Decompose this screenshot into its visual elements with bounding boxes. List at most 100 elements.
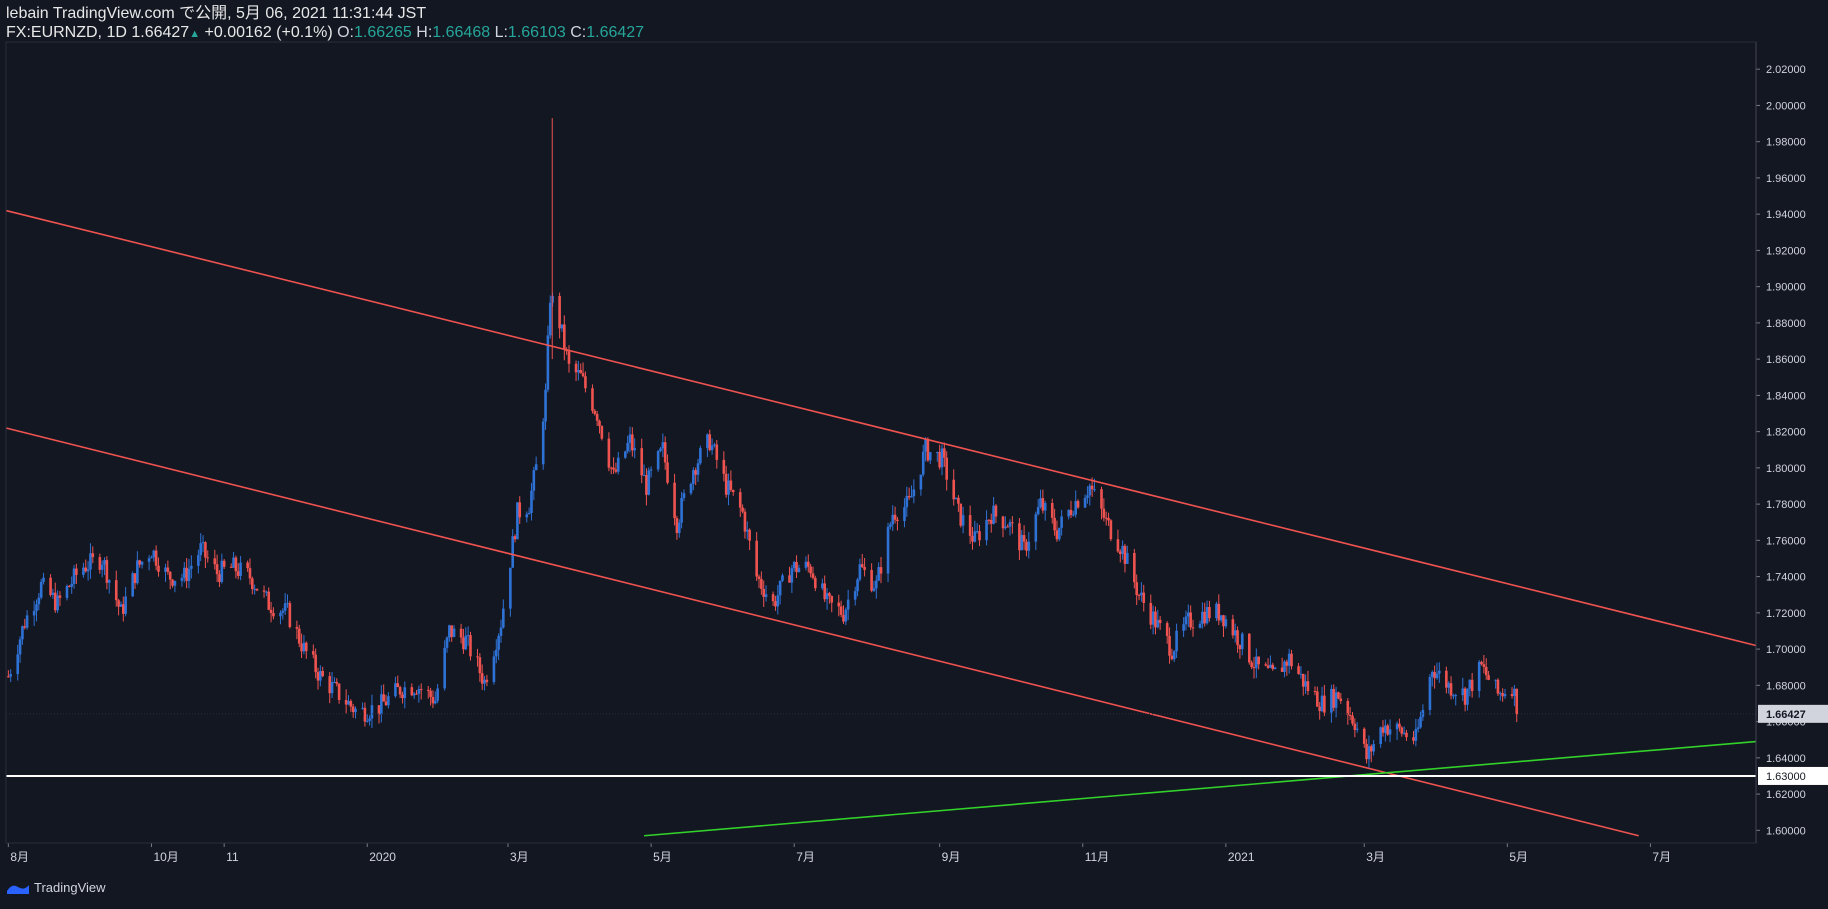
y-tick-label: 1.88000 xyxy=(1766,318,1806,330)
candle-body xyxy=(525,514,529,518)
candle-body xyxy=(936,451,939,453)
candle-body xyxy=(124,596,127,614)
candle-body xyxy=(957,497,960,504)
candle-body xyxy=(577,370,580,373)
candle-body xyxy=(1053,517,1056,531)
lower-channel-line[interactable] xyxy=(5,427,1639,837)
candle-body xyxy=(1133,552,1136,583)
candle-body xyxy=(713,444,716,446)
candle-body xyxy=(516,502,519,540)
candle-body xyxy=(1102,508,1106,518)
candle-body xyxy=(251,578,254,590)
candle-body xyxy=(1076,501,1080,508)
candle-body xyxy=(1494,679,1497,681)
time-axis[interactable]: 8月 10月 11 2020 3月 5月 7月 9月 11月 2021 3月 5月 7月 xyxy=(7,843,1671,864)
tradingview-branding[interactable]: TradingView xyxy=(6,880,106,895)
candle-body xyxy=(1233,630,1237,636)
candle-body xyxy=(727,480,730,495)
candle-body xyxy=(1137,594,1141,596)
candle-body xyxy=(121,604,125,614)
candle-body xyxy=(1400,727,1404,734)
candle-body xyxy=(499,627,503,636)
candle-body xyxy=(1175,630,1178,652)
candle-body xyxy=(16,654,20,675)
candle-body xyxy=(943,448,946,458)
candle-body xyxy=(265,591,268,593)
candle-body xyxy=(809,566,812,574)
candle-body xyxy=(150,557,153,559)
candle-body xyxy=(478,657,482,674)
candle-body xyxy=(185,567,188,581)
candle-body xyxy=(469,635,472,657)
candle-body xyxy=(1372,744,1375,752)
candle-body xyxy=(1055,530,1059,540)
candle-body xyxy=(476,656,479,658)
candle-body xyxy=(748,529,751,541)
candle-body xyxy=(729,480,733,490)
candle-body xyxy=(1477,661,1481,692)
candle-body xyxy=(1402,732,1406,734)
candle-body xyxy=(745,529,749,532)
symbol-label[interactable]: FX:EURNZD, 1D xyxy=(6,24,127,41)
candle-body xyxy=(825,593,829,600)
candle-body xyxy=(1198,623,1202,628)
candle-body xyxy=(171,579,174,586)
candle-body xyxy=(344,699,348,705)
candle-body xyxy=(1463,688,1467,705)
candle-body xyxy=(928,452,932,461)
candle-body xyxy=(98,557,102,570)
candle-body xyxy=(1165,623,1169,637)
y-tick-label: 1.76000 xyxy=(1766,535,1806,547)
candle-body xyxy=(377,705,381,715)
candle-body xyxy=(1022,535,1026,542)
candle-body xyxy=(281,610,285,613)
candle-body xyxy=(1247,633,1251,663)
y-tick-label: 1.64000 xyxy=(1766,753,1806,765)
candle-body xyxy=(677,522,681,534)
candle-body xyxy=(1187,612,1190,617)
candle-body xyxy=(952,479,956,500)
candle-body xyxy=(844,609,848,622)
candle-body xyxy=(1203,611,1207,624)
candle-body xyxy=(912,489,916,497)
horizontal-level-tag xyxy=(1758,766,1828,785)
candle-body xyxy=(152,550,156,558)
candle-body xyxy=(532,470,536,491)
candle-body xyxy=(351,706,355,713)
candle-body xyxy=(222,560,226,567)
candle-body xyxy=(1369,746,1373,752)
candle-body xyxy=(412,693,416,696)
y-tick-label: 1.82000 xyxy=(1766,427,1806,439)
y-tick-label: 1.90000 xyxy=(1766,282,1806,294)
upper-channel-line[interactable] xyxy=(5,209,1757,647)
candle-body xyxy=(1140,592,1143,596)
candle-body xyxy=(1158,619,1162,624)
candle-body xyxy=(288,603,292,628)
x-tick-label: 2020 xyxy=(369,850,396,864)
candle-body xyxy=(905,495,909,508)
candle-body xyxy=(1222,615,1225,627)
candle-body xyxy=(645,475,648,495)
candle-body xyxy=(365,720,369,722)
candle-body xyxy=(459,628,463,638)
candle-body xyxy=(1043,503,1047,511)
y-tick-label: 1.60000 xyxy=(1766,825,1806,837)
candle-body xyxy=(1438,670,1441,674)
candle-body xyxy=(1154,611,1157,628)
candle-body xyxy=(940,448,944,468)
candle-body xyxy=(1290,653,1293,667)
last-price: 1.66427 xyxy=(131,24,190,41)
y-tick-label: 1.70000 xyxy=(1766,644,1806,656)
candle-body xyxy=(1316,691,1319,707)
y-tick-label: 1.96000 xyxy=(1766,173,1806,185)
candle-body xyxy=(492,656,496,683)
candle-body xyxy=(1086,495,1089,498)
support-trendline[interactable] xyxy=(644,740,1757,837)
candle-body xyxy=(1104,517,1108,519)
candle-body xyxy=(804,561,808,568)
y-tick-label: 1.92000 xyxy=(1766,245,1806,257)
candle-body xyxy=(51,592,55,595)
candle-body xyxy=(663,442,667,463)
candle-body xyxy=(75,568,78,575)
